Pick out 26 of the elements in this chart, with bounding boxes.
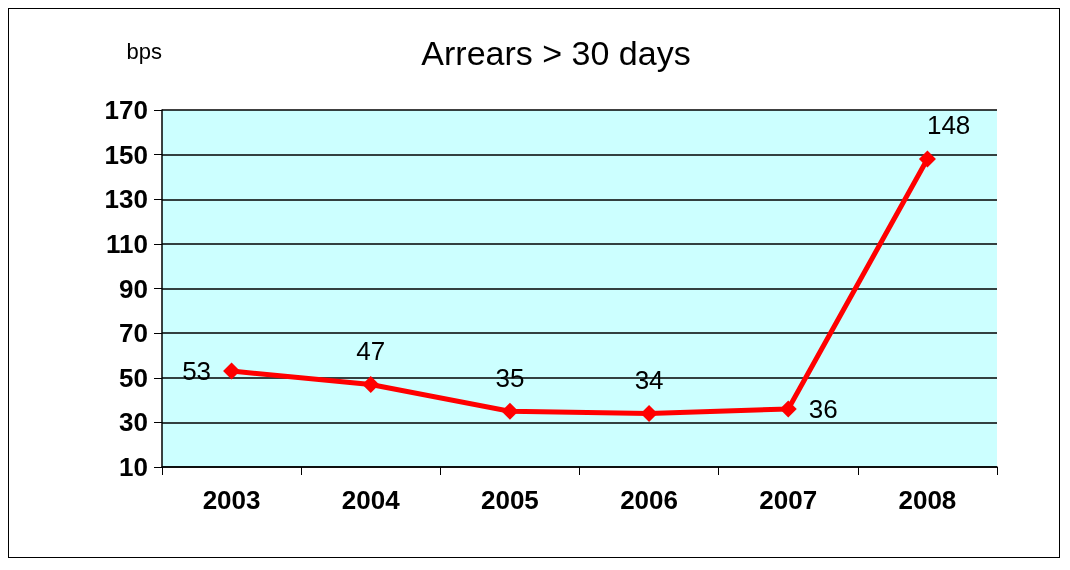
y-tick-label: 90 bbox=[119, 273, 148, 304]
point bbox=[501, 402, 519, 420]
x-tick-label: 2008 bbox=[898, 485, 957, 515]
point bbox=[918, 150, 936, 168]
data-label: 36 bbox=[808, 393, 838, 424]
y-tick-label: 150 bbox=[104, 139, 148, 170]
data-label: 148 bbox=[926, 109, 971, 140]
y-tick-label: 170 bbox=[104, 95, 148, 125]
y-tick-label: 30 bbox=[119, 407, 148, 438]
x-tick-label: 2003 bbox=[202, 485, 261, 515]
x-tick-label: 2005 bbox=[480, 485, 539, 515]
point bbox=[779, 400, 797, 418]
point bbox=[640, 404, 658, 422]
point bbox=[362, 375, 380, 393]
y-tick-label: 50 bbox=[119, 362, 148, 393]
y-tick-label: 70 bbox=[119, 318, 148, 349]
chart-title: Arrears > 30 days bbox=[421, 34, 691, 72]
data-label: 47 bbox=[356, 335, 386, 366]
x-tick-label: 2007 bbox=[759, 485, 818, 515]
x-tick-label: 2004 bbox=[341, 485, 401, 515]
y-tick-label: 130 bbox=[104, 184, 148, 215]
y-tick-label: 110 bbox=[106, 228, 148, 259]
x-tick-label: 2006 bbox=[620, 485, 679, 515]
point bbox=[223, 362, 241, 380]
y-tick-label: 10 bbox=[119, 452, 148, 482]
y-axis-title: bps bbox=[126, 38, 162, 64]
